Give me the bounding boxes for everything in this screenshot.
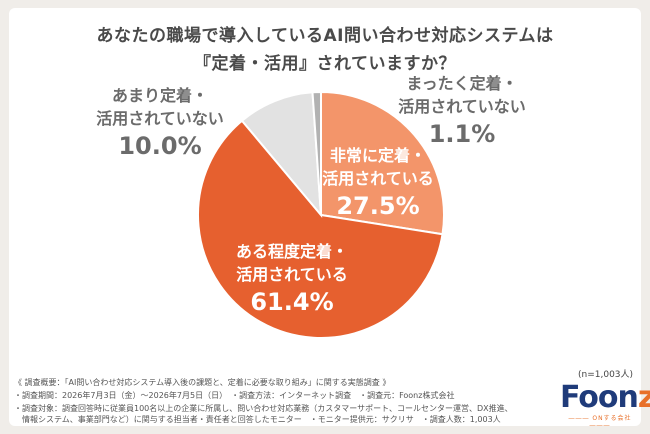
foonz-logo: Foonz ――― ONする会社 ――― <box>560 380 650 430</box>
slice-value: 10.0% <box>118 132 202 160</box>
slice-name-line1: まったく定着・ <box>406 74 518 93</box>
slice-name-line2: 活用されていない <box>96 109 224 128</box>
survey-target-cont: 情報システム、事業部門など）に関与する担当者・責任者と回答したモニター ・モニタ… <box>14 415 501 424</box>
slice-label-not-much-established: あまり定着・ 活用されていない 10.0% <box>90 84 230 161</box>
pie-slice-very-established <box>320 90 445 236</box>
slice-label-very-established: 非常に定着・ 活用されている 27.5% <box>318 144 438 221</box>
slice-name-line1: ある程度定着・ <box>235 242 348 261</box>
slice-label-somewhat-established: ある程度定着・ 活用されている 61.4% <box>222 240 362 317</box>
logo-tagline: ――― ONする会社 ――― <box>568 415 632 429</box>
slice-value: 27.5% <box>336 192 420 220</box>
survey-period: ・調査期間：2026年7月3日（金）～2026年7月5日（日） ・調査方法：イン… <box>14 391 455 400</box>
slice-name-line1: 非常に定着・ <box>329 146 426 165</box>
survey-overview: 《 調査概要：「AI問い合わせ対応システム導入後の課題と、定着に必要な取り組み」… <box>14 378 391 387</box>
chart-title-line2: 『定着・活用』されていますか？ <box>194 54 456 74</box>
logo-wordmark-accent: z <box>637 380 650 415</box>
pie-slice-somewhat-established <box>197 119 444 339</box>
survey-target: ・調査対象：調査回答時に従業員100名以上の企業に所属し、問い合わせ対応業務（カ… <box>14 404 513 413</box>
slice-name-line1: あまり定着・ <box>111 86 208 105</box>
slice-value: 1.1% <box>428 120 496 148</box>
slice-name-line2: 活用されている <box>236 265 348 284</box>
logo-wordmark-main: Foon <box>560 380 639 415</box>
pie-slice-not-at-all-established <box>311 90 322 216</box>
slice-name-line2: 活用されていない <box>398 97 526 116</box>
pie-slice-not-much-established <box>240 91 323 219</box>
slice-label-not-at-all-established: まったく定着・ 活用されていない 1.1% <box>387 72 537 149</box>
slice-value: 61.4% <box>250 288 334 316</box>
logo-wordmark: Foonz <box>560 380 650 415</box>
slice-name-line2: 活用されている <box>322 169 434 188</box>
sample-size: (n=1,003人) <box>578 370 634 380</box>
chart-title-line1: あなたの職場で導入しているAI問い合わせ対応システムは <box>96 26 554 46</box>
